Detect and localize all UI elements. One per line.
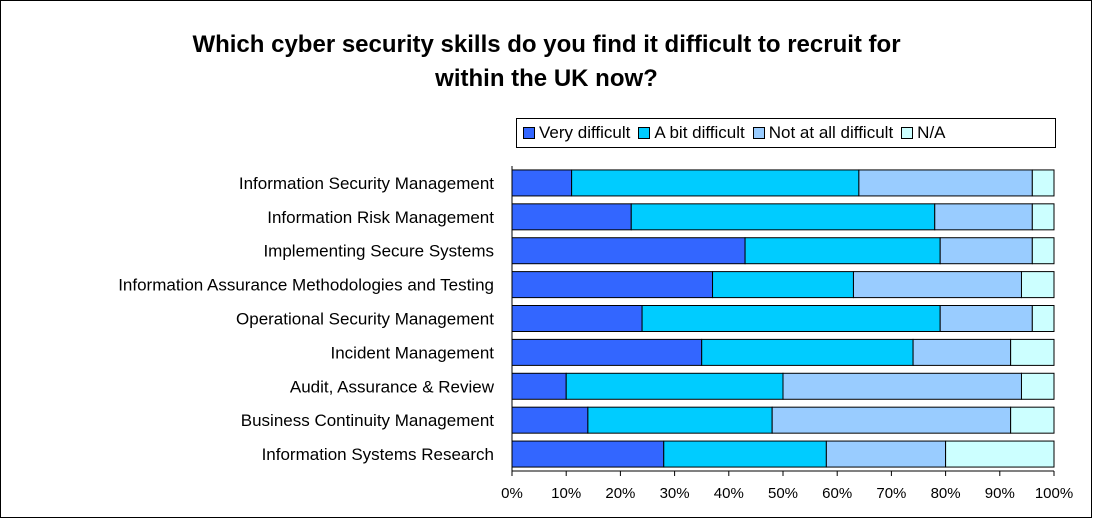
category-label-audit-assurance-review: Audit, Assurance & Review [290,377,495,396]
bar-not-at-all-difficult-business-continuity-management [771,406,1012,434]
bar-very-difficult-audit-assurance-review [511,372,567,400]
category-label-incident-management: Incident Management [331,343,495,362]
category-label-information-security-management: Information Security Management [239,174,494,193]
bar-n-a-information-systems-research [945,440,1055,468]
category-label-operational-security-management: Operational Security Management [236,310,494,329]
legend-swatch-a-bit-difficult [638,127,651,139]
legend-item-na: N/A [901,123,946,143]
bar-not-at-all-difficult-audit-assurance-review [782,372,1022,400]
x-tick-label-10: 100% [1035,485,1073,502]
bar-very-difficult-information-systems-research [511,440,665,468]
chart-title: Which cyber security skills do you find … [0,28,1093,96]
legend-swatch-na [901,127,914,139]
bar-not-at-all-difficult-information-security-management [858,169,1033,197]
x-tick-label-5: 50% [768,485,798,502]
legend-label-na: N/A [917,123,946,142]
x-tick-label-8: 80% [931,485,961,502]
bar-very-difficult-incident-management [511,338,703,366]
bar-not-at-all-difficult-information-systems-research [825,440,947,468]
legend-swatch-very-difficult [523,127,535,139]
bar-very-difficult-implementing-secure-systems [511,237,746,265]
category-label-business-continuity-management: Business Continuity Management [241,411,495,430]
category-label-information-assurance-methodologies-and-testing: Information Assurance Methodologies and … [118,276,494,295]
category-label-information-systems-research: Information Systems Research [262,445,494,464]
legend-swatch-not-at-all-difficult [752,127,765,139]
bar-n-a-business-continuity-management [1010,406,1055,434]
bar-not-at-all-difficult-incident-management [912,338,1012,366]
x-tick-label-3: 30% [660,485,690,502]
bar-very-difficult-operational-security-management [511,305,643,332]
bar-not-at-all-difficult-operational-security-management [939,305,1033,332]
bar-a-bit-difficult-audit-assurance-review [565,372,784,400]
x-tick-label-9: 90% [985,485,1015,502]
bar-a-bit-difficult-business-continuity-management [587,406,773,434]
bar-very-difficult-information-assurance-methodologies-and-testing [511,271,714,299]
bar-not-at-all-difficult-information-assurance-methodologies-and-testing [852,271,1022,299]
x-tick-label-2: 20% [605,485,635,502]
bar-a-bit-difficult-information-security-management [571,169,860,197]
bar-a-bit-difficult-operational-security-management [641,305,941,332]
bar-a-bit-difficult-implementing-secure-systems [744,237,941,265]
chart-title-line-1: Which cyber security skills do you find … [192,31,901,58]
bar-n-a-information-assurance-methodologies-and-testing [1020,271,1055,299]
bar-very-difficult-business-continuity-management [511,406,589,434]
x-tick-label-4: 40% [714,485,744,502]
x-tick-label-6: 60% [822,485,852,502]
legend-item-not-at-all-difficult: Not at all difficult [752,123,894,143]
x-tick-label-7: 70% [876,485,906,502]
chart-title-line-2: within the UK now? [435,65,658,92]
bar-very-difficult-information-risk-management [511,203,632,231]
bar-n-a-implementing-secure-systems [1031,237,1055,265]
bar-n-a-information-security-management [1031,169,1055,197]
bar-a-bit-difficult-incident-management [701,338,914,366]
legend-label-a-bit-difficult: A bit difficult [654,123,745,142]
bar-not-at-all-difficult-information-risk-management [934,203,1033,231]
bar-n-a-incident-management [1010,338,1055,366]
legend-label-not-at-all-difficult: Not at all difficult [768,123,894,142]
legend-item-a-bit-difficult: A bit difficult [638,123,745,143]
bar-a-bit-difficult-information-systems-research [663,440,827,468]
bar-a-bit-difficult-information-assurance-methodologies-and-testing [712,271,854,299]
bar-n-a-information-risk-management [1031,203,1055,231]
bar-a-bit-difficult-information-risk-management [630,203,936,231]
bar-n-a-operational-security-management [1031,305,1055,332]
bar-very-difficult-information-security-management [511,169,573,197]
legend-label-very-difficult: Very difficult [539,123,631,142]
bar-n-a-audit-assurance-review [1020,372,1055,400]
chart-legend: Very difficult A bit difficult Not at al… [516,118,1056,148]
bar-not-at-all-difficult-implementing-secure-systems [939,237,1033,265]
x-tick-label-1: 10% [551,485,581,502]
legend-item-very-difficult: Very difficult [523,123,630,143]
category-label-implementing-secure-systems: Implementing Secure Systems [263,242,494,261]
category-label-information-risk-management: Information Risk Management [267,208,494,227]
x-tick-label-0: 0% [501,485,523,502]
